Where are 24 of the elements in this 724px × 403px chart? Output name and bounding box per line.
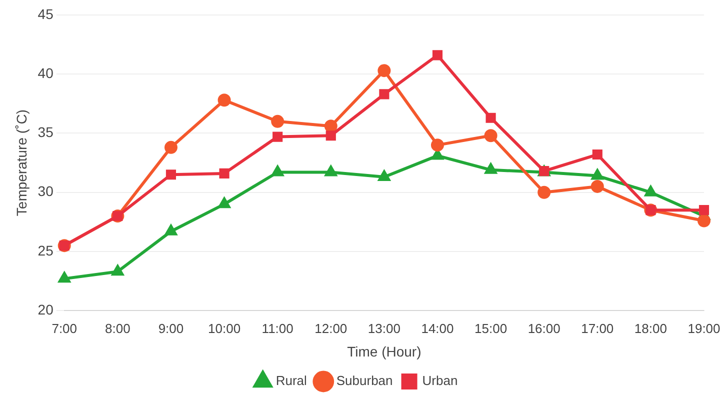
x-tick-label: 16:00 (528, 320, 560, 336)
y-tick-label: 30 (38, 183, 54, 200)
y-tick-label: 25 (38, 242, 54, 258)
x-tick-label: 11:00 (262, 320, 294, 336)
x-axis-title: Time (Hour) (347, 343, 422, 360)
x-tick-label: 18:00 (634, 320, 667, 336)
x-tick-label: 13:00 (368, 320, 400, 336)
x-tick-label: 7:00 (52, 320, 78, 336)
y-tick-label: 20 (38, 301, 54, 318)
y-tick-label: 40 (38, 64, 54, 81)
x-tick-label: 14:00 (421, 320, 454, 336)
legend-label: Rural (276, 373, 307, 388)
x-tick-label: 8:00 (105, 320, 130, 336)
legend-label: Suburban (336, 373, 393, 388)
y-tick-label: 35 (38, 124, 54, 140)
y-axis-title: Temperature (˚C) (13, 110, 30, 216)
x-tick-label: 10:00 (208, 320, 241, 336)
x-tick-label: 9:00 (158, 320, 184, 336)
x-tick-label: 19:00 (688, 320, 720, 336)
y-tick-label: 45 (38, 6, 54, 22)
x-tick-label: 15:00 (474, 320, 508, 336)
x-tick-label: 17:00 (581, 320, 614, 336)
x-tick-label: 12:00 (314, 320, 348, 336)
legend-label: Urban (422, 373, 458, 388)
